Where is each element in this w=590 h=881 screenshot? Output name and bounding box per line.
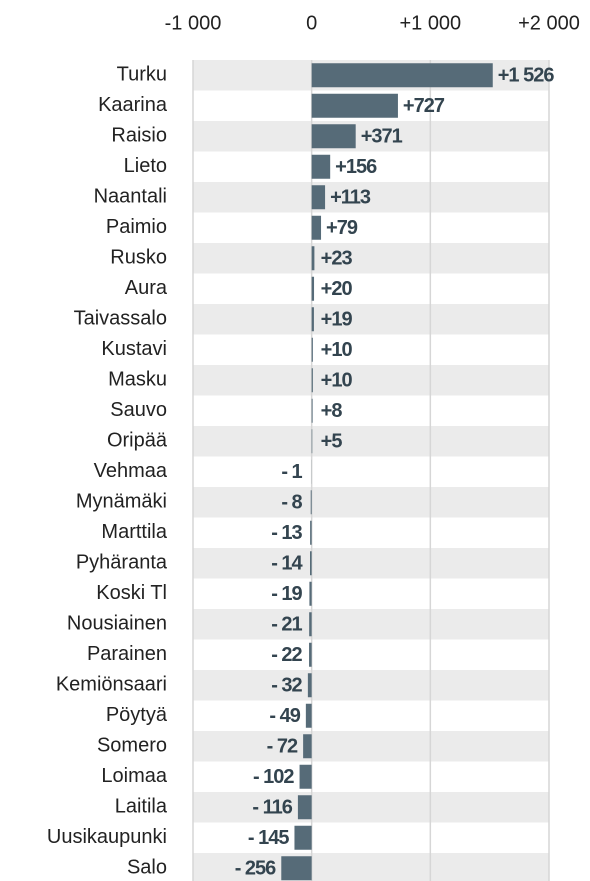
bar <box>310 551 312 576</box>
row-band <box>193 304 549 335</box>
x-tick-label: 0 <box>306 12 317 34</box>
value-label: +10 <box>321 339 353 361</box>
category-label: Taivassalo <box>74 308 167 330</box>
category-label: Raisio <box>111 125 167 147</box>
row-band <box>193 182 549 213</box>
category-label: Salo <box>127 857 167 879</box>
value-label: - 1 <box>281 461 302 483</box>
row-band <box>193 670 549 701</box>
bar <box>311 63 493 88</box>
value-label: - 14 <box>271 553 303 575</box>
bar <box>305 703 312 728</box>
value-label: - 145 <box>248 827 289 849</box>
category-label: Mynämäki <box>76 491 167 513</box>
category-label: Kemiönsaari <box>56 674 167 696</box>
bar <box>294 825 312 850</box>
bar <box>310 490 312 515</box>
value-label: - 256 <box>235 858 276 880</box>
category-label: Paimio <box>106 216 167 238</box>
row-band <box>193 243 549 274</box>
bar <box>311 154 331 179</box>
bar <box>309 581 312 606</box>
bar <box>311 337 313 362</box>
row-band <box>193 853 549 881</box>
bar <box>309 642 312 667</box>
value-label: - 13 <box>271 522 302 544</box>
value-label: +5 <box>321 431 343 453</box>
bar <box>311 307 314 332</box>
bar <box>311 429 313 454</box>
row-band <box>193 121 549 152</box>
category-label: Rusko <box>110 247 167 269</box>
row-band <box>193 792 549 823</box>
category-label: Nousiainen <box>67 613 167 635</box>
x-tick-label: +1 000 <box>399 12 461 34</box>
value-label: - 72 <box>267 736 298 758</box>
bar <box>297 795 312 820</box>
row-band <box>193 365 549 396</box>
category-label: Masku <box>108 369 167 391</box>
value-label: - 8 <box>281 492 302 514</box>
category-label: Koski Tl <box>96 582 167 604</box>
bar <box>311 398 313 423</box>
value-label: +113 <box>330 187 371 209</box>
category-label: Pyhäranta <box>76 552 168 574</box>
value-label: - 22 <box>271 644 302 666</box>
value-label: +1 526 <box>498 65 555 87</box>
category-label: Laitila <box>115 796 168 818</box>
bar <box>311 246 315 271</box>
bar <box>311 124 356 149</box>
category-label: Lieto <box>124 155 167 177</box>
value-label: - 102 <box>253 766 294 788</box>
row-band <box>193 487 549 518</box>
value-label: - 21 <box>271 614 302 636</box>
bar <box>281 856 312 881</box>
value-label: - 49 <box>269 705 300 727</box>
row-band <box>193 426 549 457</box>
value-label: +371 <box>361 126 403 148</box>
value-label: +727 <box>403 95 445 117</box>
value-label: +156 <box>335 156 377 178</box>
category-label: Oripää <box>107 430 168 452</box>
category-label: Turku <box>117 64 167 86</box>
category-label: Parainen <box>87 643 167 665</box>
value-label: - 32 <box>271 675 302 697</box>
x-tick-label: -1 000 <box>165 12 222 34</box>
value-label: +23 <box>321 248 353 270</box>
x-tick-label: +2 000 <box>518 12 580 34</box>
category-label: Sauvo <box>110 399 167 421</box>
bar <box>311 93 398 118</box>
category-label: Marttila <box>101 521 167 543</box>
category-label: Uusikaupunki <box>47 826 167 848</box>
category-label: Pöytyä <box>106 704 168 726</box>
category-label: Kustavi <box>101 338 167 360</box>
bar <box>303 734 312 759</box>
row-band <box>193 548 549 579</box>
bar <box>311 185 326 210</box>
category-label: Naantali <box>94 186 167 208</box>
category-label: Vehmaa <box>94 460 168 482</box>
value-label: - 19 <box>271 583 302 605</box>
category-label: Loimaa <box>101 765 167 787</box>
value-label: +20 <box>321 278 353 300</box>
category-label: Kaarina <box>98 94 168 116</box>
value-label: +10 <box>321 370 353 392</box>
value-label: - 116 <box>252 797 292 819</box>
value-label: +19 <box>321 309 353 331</box>
bar <box>311 276 315 301</box>
row-band <box>193 731 549 762</box>
bar <box>311 215 322 240</box>
bar <box>310 520 312 545</box>
value-label: +79 <box>326 217 358 239</box>
row-band <box>193 609 549 640</box>
bar <box>307 673 312 698</box>
bar <box>309 612 312 637</box>
value-label: +8 <box>321 400 343 422</box>
bar <box>299 764 312 789</box>
category-label: Aura <box>125 277 168 299</box>
bar <box>311 368 313 393</box>
category-label: Somero <box>97 735 167 757</box>
